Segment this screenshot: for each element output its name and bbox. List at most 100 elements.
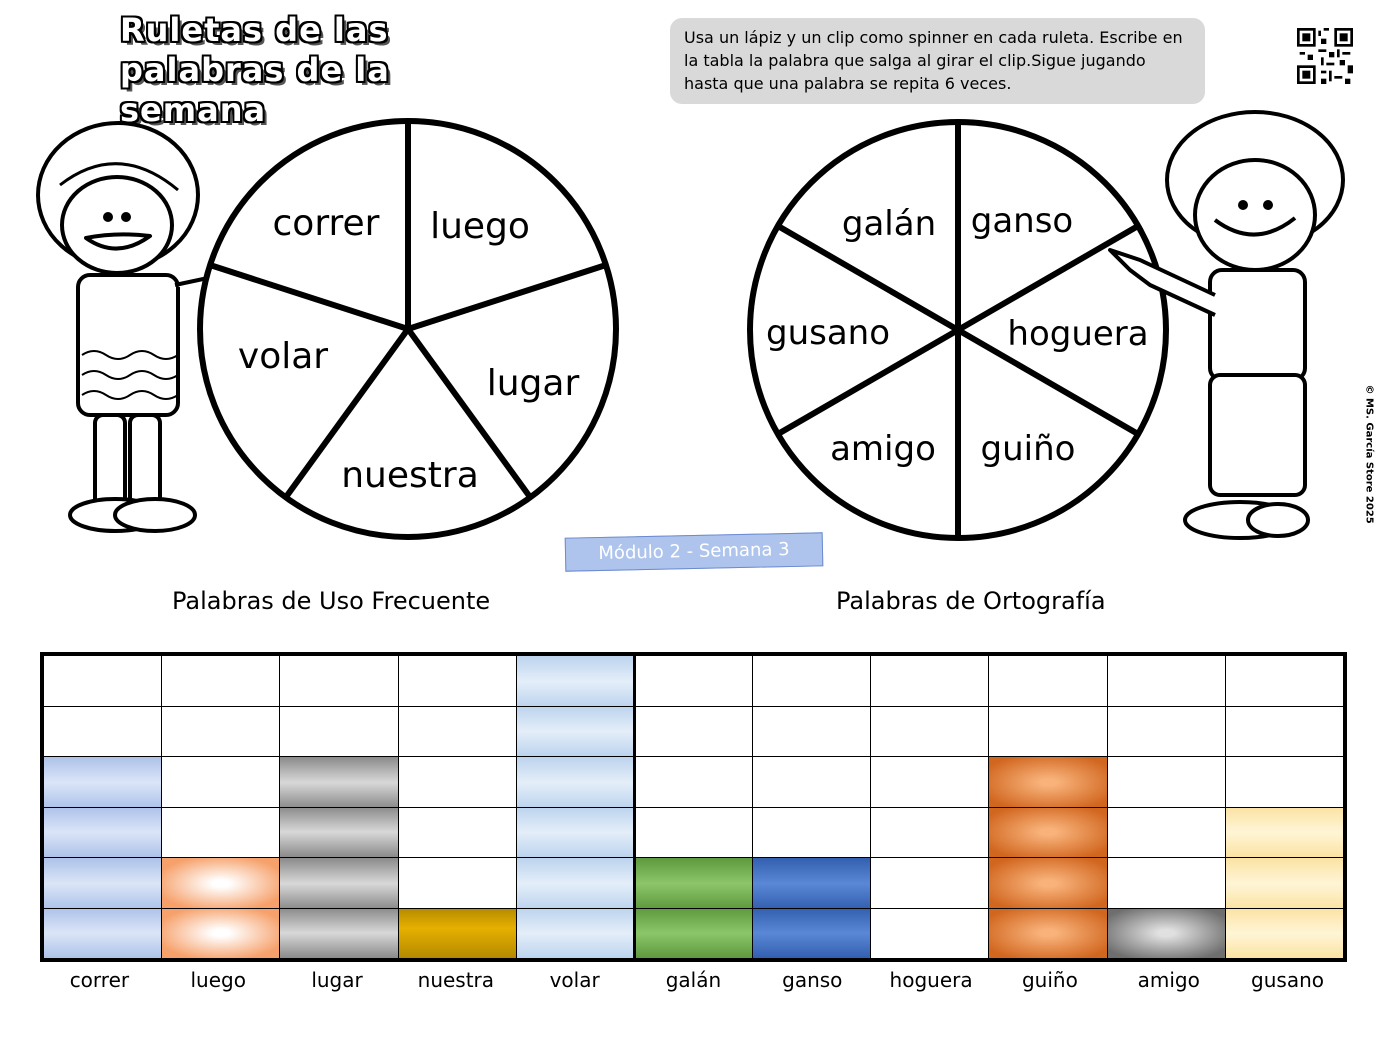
- wheel-right-word-1: galán: [842, 204, 936, 244]
- graph-cell-hoguera: [870, 705, 990, 757]
- section-heading-frequent: Palabras de Uso Frecuente: [172, 587, 491, 615]
- graph-cell-volar: [515, 655, 636, 707]
- qr-code-icon: [1297, 28, 1353, 84]
- graph-cell-luego: [161, 907, 281, 959]
- graph-cell-guiño: [988, 806, 1108, 858]
- graph-cell-amigo: [1106, 756, 1226, 808]
- module-badge: Módulo 2 - Semana 3: [564, 532, 824, 572]
- graph-cell-amigo: [1106, 806, 1226, 858]
- graph-cell-galán: [633, 705, 754, 757]
- graph-cell-correr: [42, 756, 163, 808]
- title-line-2: palabras de la semana: [120, 51, 390, 129]
- worksheet-title: Ruletas de las palabras de la semana: [120, 10, 500, 130]
- graph-cell-gusano: [1224, 907, 1345, 959]
- graph-cell-luego: [161, 857, 281, 909]
- graph-cell-ganso: [752, 705, 872, 757]
- graph-row: [42, 806, 1345, 858]
- wheel-left-word-4: nuestra: [341, 455, 479, 496]
- graph-cell-lugar: [279, 806, 399, 858]
- wheel-right-word-4: guiño: [981, 429, 1076, 469]
- graph-cell-galán: [633, 655, 754, 707]
- graph-cell-correr: [42, 705, 163, 757]
- graph-cell-nuestra: [397, 705, 517, 757]
- graph-cell-amigo: [1106, 705, 1226, 757]
- graph-row: [42, 857, 1345, 909]
- graph-cell-guiño: [988, 857, 1108, 909]
- title-line-1: Ruletas de las: [120, 11, 389, 49]
- graph-cell-correr: [42, 857, 163, 909]
- graph-row: [42, 705, 1345, 757]
- wheel-left-word-2: luego: [430, 206, 530, 247]
- graph-cell-ganso: [752, 857, 872, 909]
- graph-cell-guiño: [988, 907, 1108, 959]
- graph-row: [42, 756, 1345, 808]
- graph-cell-gusano: [1224, 806, 1345, 858]
- graph-cell-amigo: [1106, 655, 1226, 707]
- graph-cell-hoguera: [870, 857, 990, 909]
- graph-cell-lugar: [279, 655, 399, 707]
- graph-cell-gusano: [1224, 857, 1345, 909]
- graph-cell-gusano: [1224, 705, 1345, 757]
- graph-cell-galán: [633, 806, 754, 858]
- graph-cell-hoguera: [870, 907, 990, 959]
- graph-cell-galán: [633, 857, 754, 909]
- wheel-right-word-5: amigo: [830, 429, 936, 469]
- graph-cell-luego: [161, 806, 281, 858]
- graph-label-lugar: lugar: [311, 968, 363, 992]
- graph-cell-ganso: [752, 655, 872, 707]
- graph-cell-nuestra: [397, 907, 517, 959]
- graph-cell-ganso: [752, 756, 872, 808]
- graph-cell-nuestra: [397, 857, 517, 909]
- graph-cell-correr: [42, 907, 163, 959]
- boy-illustration: [1108, 110, 1345, 540]
- graph-cell-gusano: [1224, 756, 1345, 808]
- graph-cell-luego: [161, 756, 281, 808]
- spinner-left: correr luego lugar nuestra volar: [197, 118, 619, 540]
- graph-cell-ganso: [752, 806, 872, 858]
- graph-cell-gusano: [1224, 655, 1345, 707]
- graph-cell-nuestra: [397, 655, 517, 707]
- tally-graph: [40, 652, 1347, 962]
- wheel-left-word-1: correr: [273, 203, 380, 244]
- graph-label-galán: galán: [665, 968, 722, 992]
- graph-cell-lugar: [279, 705, 399, 757]
- graph-label-hoguera: hoguera: [889, 968, 973, 992]
- wheel-left-word-3: lugar: [487, 363, 580, 404]
- graph-cell-galán: [633, 907, 754, 959]
- graph-label-amigo: amigo: [1137, 968, 1200, 992]
- spinner-right: galán ganso hoguera guiño amigo gusano: [747, 119, 1169, 541]
- girl-illustration: [36, 121, 272, 533]
- graph-cell-volar: [515, 705, 636, 757]
- graph-cell-luego: [161, 655, 281, 707]
- graph-cell-correr: [42, 806, 163, 858]
- graph-cell-volar: [515, 857, 636, 909]
- graph-label-correr: correr: [69, 968, 130, 992]
- wheel-right-word-2: ganso: [971, 201, 1073, 241]
- graph-label-volar: volar: [549, 968, 600, 992]
- graph-label-gusano: gusano: [1251, 968, 1325, 992]
- graph-cell-nuestra: [397, 756, 517, 808]
- graph-cell-lugar: [279, 907, 399, 959]
- instructions-box: Usa un lápiz y un clip como spinner en c…: [670, 18, 1205, 104]
- graph-label-nuestra: nuestra: [417, 968, 495, 992]
- graph-cell-lugar: [279, 756, 399, 808]
- graph-labels: correr luego lugar nuestra volar galán ganso ho…: [40, 968, 1347, 992]
- graph-cell-luego: [161, 705, 281, 757]
- graph-cell-hoguera: [870, 756, 990, 808]
- section-heading-spelling: Palabras de Ortografía: [836, 587, 1106, 615]
- wheel-left-word-5: volar: [238, 336, 328, 377]
- wheel-right-word-3: hoguera: [1007, 314, 1148, 354]
- graph-cell-correr: [42, 655, 163, 707]
- graph-cell-lugar: [279, 857, 399, 909]
- graph-cell-volar: [515, 756, 636, 808]
- graph-cell-ganso: [752, 907, 872, 959]
- graph-cell-guiño: [988, 705, 1108, 757]
- graph-cell-volar: [515, 806, 636, 858]
- graph-label-luego: luego: [190, 968, 246, 992]
- graph-row: [42, 655, 1345, 707]
- graph-cell-guiño: [988, 756, 1108, 808]
- graph-cell-nuestra: [397, 806, 517, 858]
- wheel-right-word-6: gusano: [766, 313, 890, 353]
- graph-cell-hoguera: [870, 806, 990, 858]
- graph-cell-galán: [633, 756, 754, 808]
